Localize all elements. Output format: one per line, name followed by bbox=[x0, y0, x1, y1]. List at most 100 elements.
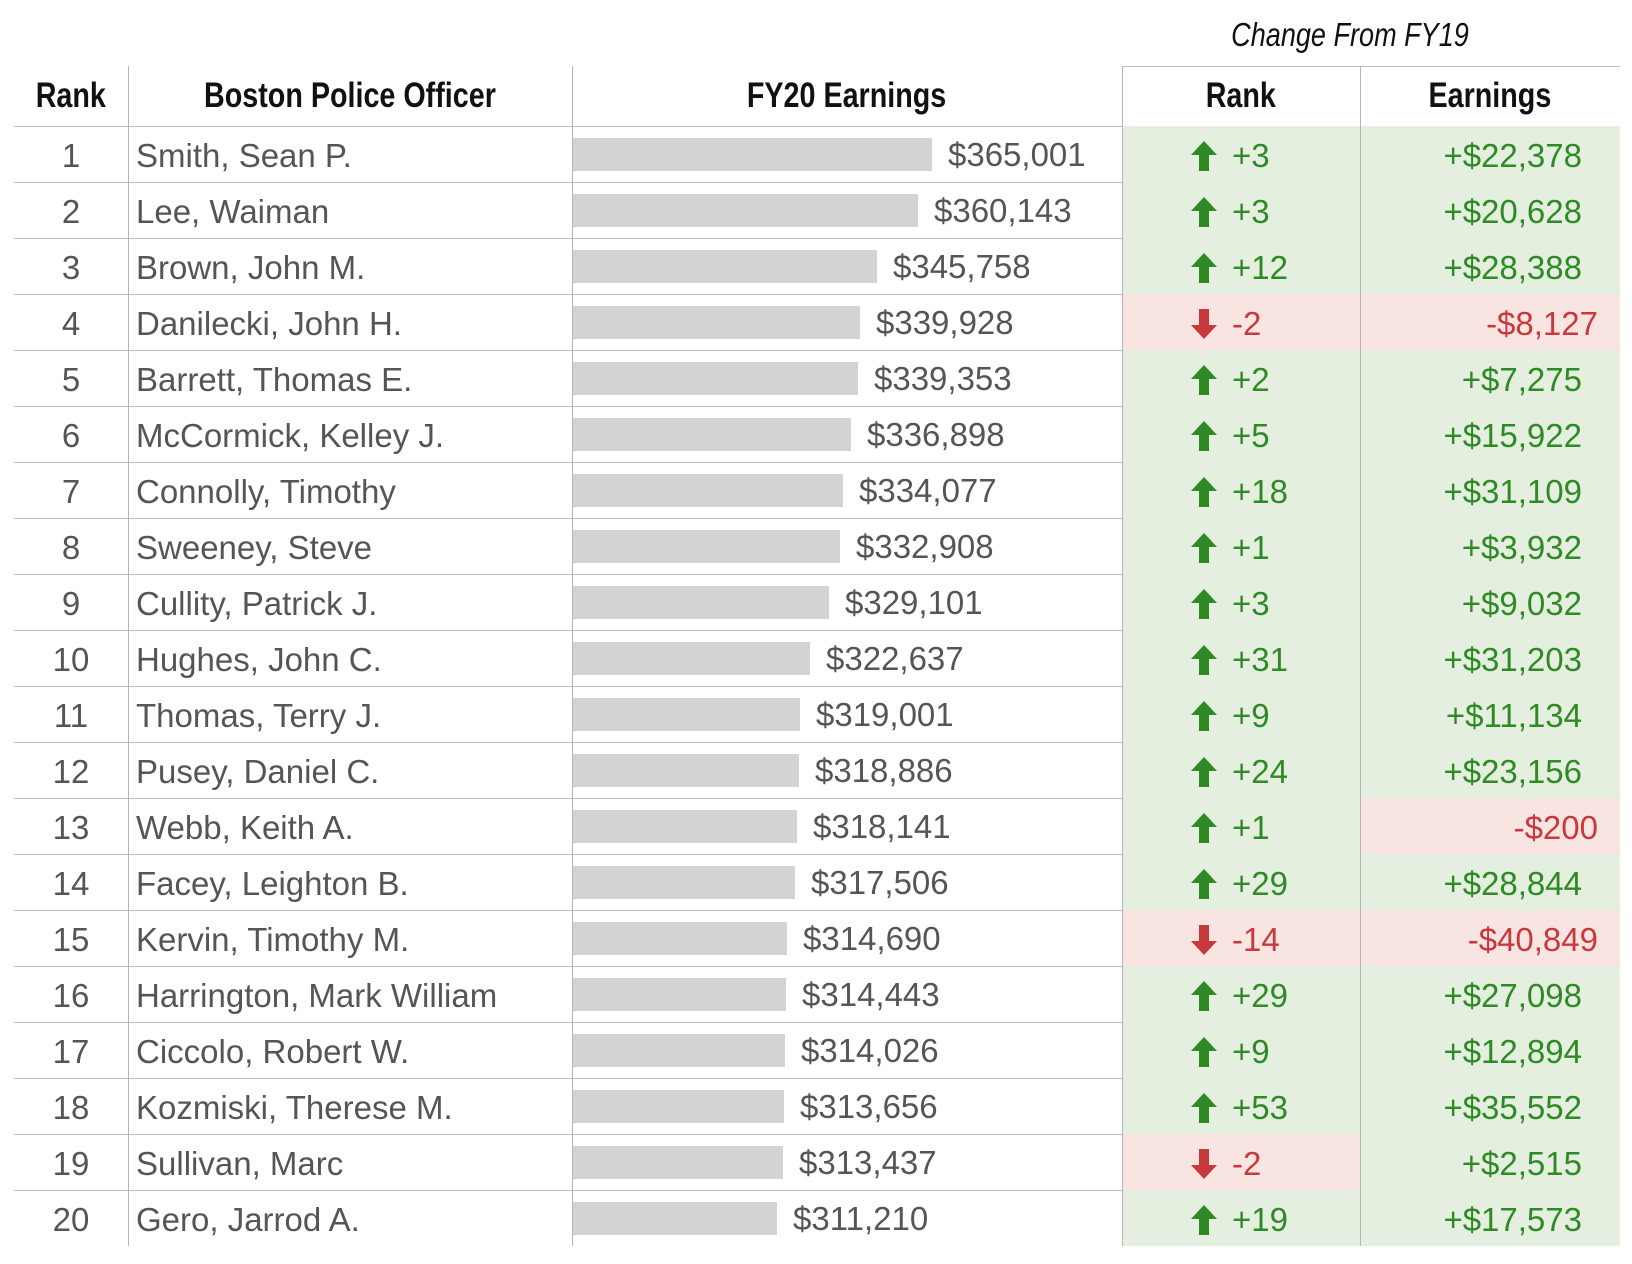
header-rank: Rank bbox=[14, 66, 128, 126]
row-divider bbox=[14, 910, 1620, 911]
rank-cell: 15 bbox=[52, 921, 90, 958]
rank-change-cell bbox=[1122, 182, 1360, 238]
officer-name: Connolly, Timothy bbox=[136, 473, 396, 510]
earnings-value: $314,690 bbox=[803, 920, 941, 957]
arrow-down-icon bbox=[1191, 309, 1217, 339]
table-row: 16 Harrington, Mark William $314,443 +29 +$2… bbox=[0, 966, 1632, 1022]
rank-change-value: +3 bbox=[1232, 193, 1270, 230]
rank-cell: 10 bbox=[52, 641, 90, 678]
earnings-change-value: +$31,109 bbox=[1443, 473, 1582, 510]
arrow-up-icon bbox=[1191, 365, 1217, 395]
row-divider bbox=[14, 574, 1620, 575]
rank-change-cell bbox=[1122, 966, 1360, 1022]
rank-cell: 14 bbox=[52, 865, 90, 902]
earnings-change-cell bbox=[1360, 742, 1620, 798]
earnings-change-cell bbox=[1360, 854, 1620, 910]
table-row: 13 Webb, Keith A. $318,141 +1 -$200 bbox=[0, 798, 1632, 854]
rank-change-cell bbox=[1122, 350, 1360, 406]
table-row: 2 Lee, Waiman $360,143 +3 +$20,628 bbox=[0, 182, 1632, 238]
rank-cell: 18 bbox=[52, 1089, 90, 1126]
earnings-change-value: +$7,275 bbox=[1461, 361, 1582, 398]
earnings-change-value: +$20,628 bbox=[1443, 193, 1582, 230]
earnings-value: $339,353 bbox=[874, 360, 1012, 397]
officer-name: Webb, Keith A. bbox=[136, 809, 354, 846]
rank-change-value: +1 bbox=[1232, 809, 1270, 846]
earnings-change-cell bbox=[1360, 1190, 1620, 1246]
rank-change-value: +3 bbox=[1232, 585, 1270, 622]
row-divider bbox=[14, 462, 1620, 463]
rank-change-cell bbox=[1122, 854, 1360, 910]
earnings-bar bbox=[572, 306, 860, 339]
earnings-change-value: -$8,127 bbox=[1486, 305, 1598, 342]
earnings-change-cell bbox=[1360, 1022, 1620, 1078]
arrow-up-icon bbox=[1191, 197, 1217, 227]
rank-change-value: +24 bbox=[1232, 753, 1288, 790]
table-row: 6 McCormick, Kelley J. $336,898 +5 +$15,922 bbox=[0, 406, 1632, 462]
rank-change-cell bbox=[1122, 294, 1360, 350]
arrow-up-icon bbox=[1191, 981, 1217, 1011]
rank-change-cell bbox=[1122, 1022, 1360, 1078]
officer-name: Kozmiski, Therese M. bbox=[136, 1089, 453, 1126]
row-divider bbox=[14, 238, 1620, 239]
earnings-bar bbox=[572, 642, 810, 675]
header-earnings-change-label: Earnings bbox=[1428, 76, 1552, 115]
rank-change-value: +29 bbox=[1232, 977, 1288, 1014]
earnings-change-cell bbox=[1360, 350, 1620, 406]
earnings-change-cell bbox=[1360, 126, 1620, 182]
earnings-value: $311,210 bbox=[793, 1200, 929, 1237]
header-earnings-change: Earnings bbox=[1360, 66, 1620, 126]
row-divider bbox=[14, 1078, 1620, 1079]
rank-change-value: +3 bbox=[1232, 137, 1270, 174]
rank-cell: 20 bbox=[52, 1201, 90, 1238]
arrow-up-icon bbox=[1191, 813, 1217, 843]
earnings-change-cell bbox=[1360, 630, 1620, 686]
row-divider bbox=[14, 686, 1620, 687]
earnings-bar bbox=[572, 250, 877, 283]
earnings-change-cell bbox=[1360, 182, 1620, 238]
rank-change-cell bbox=[1122, 238, 1360, 294]
arrow-up-icon bbox=[1191, 589, 1217, 619]
rank-change-value: +2 bbox=[1232, 361, 1270, 398]
earnings-bar bbox=[572, 922, 787, 955]
rank-cell: 3 bbox=[61, 249, 81, 286]
table-row: 8 Sweeney, Steve $332,908 +1 +$3,932 bbox=[0, 518, 1632, 574]
rank-cell: 7 bbox=[61, 473, 81, 510]
rank-change-value: +29 bbox=[1232, 865, 1288, 902]
earnings-bar bbox=[572, 194, 918, 227]
rank-change-cell bbox=[1122, 686, 1360, 742]
officer-name: Ciccolo, Robert W. bbox=[136, 1033, 410, 1070]
arrow-up-icon bbox=[1191, 253, 1217, 283]
arrow-up-icon bbox=[1191, 477, 1217, 507]
arrow-up-icon bbox=[1191, 421, 1217, 451]
table-row: 5 Barrett, Thomas E. $339,353 +2 +$7,275 bbox=[0, 350, 1632, 406]
earnings-bar bbox=[572, 1202, 777, 1235]
earnings-value: $345,758 bbox=[893, 248, 1031, 285]
officer-name: Barrett, Thomas E. bbox=[136, 361, 413, 398]
earnings-value: $365,001 bbox=[948, 136, 1086, 173]
earnings-value: $314,443 bbox=[802, 976, 940, 1013]
row-divider bbox=[14, 1134, 1620, 1135]
earnings-change-value: +$3,932 bbox=[1461, 529, 1582, 566]
rank-cell: 5 bbox=[61, 361, 81, 398]
column-divider bbox=[128, 66, 129, 1246]
officer-name: Brown, John M. bbox=[136, 249, 366, 286]
earnings-change-value: +$9,032 bbox=[1461, 585, 1582, 622]
rank-change-cell bbox=[1122, 1078, 1360, 1134]
table-row: 15 Kervin, Timothy M. $314,690 -14 -$40,849 bbox=[0, 910, 1632, 966]
rank-change-value: +9 bbox=[1232, 697, 1270, 734]
row-divider bbox=[14, 518, 1620, 519]
rank-change-cell bbox=[1122, 518, 1360, 574]
officer-name: Pusey, Daniel C. bbox=[136, 753, 380, 790]
officer-name: McCormick, Kelley J. bbox=[136, 417, 445, 454]
earnings-change-cell bbox=[1360, 910, 1620, 966]
earnings-value: $313,437 bbox=[799, 1144, 937, 1181]
earnings-change-cell bbox=[1360, 966, 1620, 1022]
rank-change-value: -2 bbox=[1232, 1145, 1262, 1182]
earnings-value: $334,077 bbox=[859, 472, 997, 509]
header-rank-change: Rank bbox=[1122, 66, 1360, 126]
rank-change-cell bbox=[1122, 126, 1360, 182]
officer-name: Gero, Jarrod A. bbox=[136, 1201, 360, 1238]
rank-cell: 9 bbox=[61, 585, 81, 622]
earnings-change-cell bbox=[1360, 798, 1620, 854]
rank-change-cell bbox=[1122, 406, 1360, 462]
